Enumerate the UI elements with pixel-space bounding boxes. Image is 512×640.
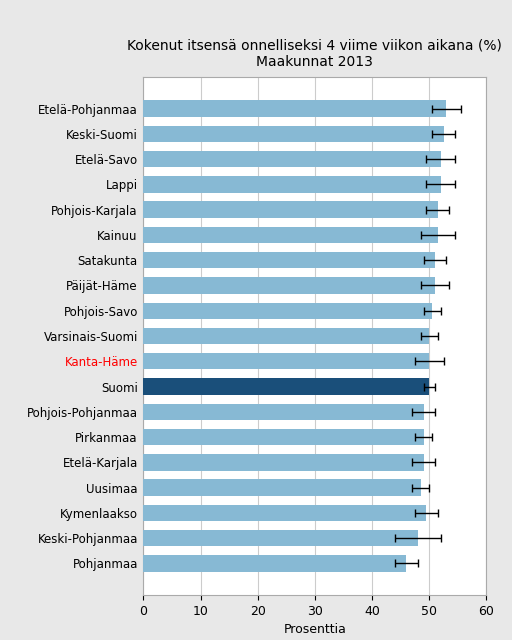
Bar xyxy=(143,429,423,445)
Bar xyxy=(143,303,432,319)
Bar xyxy=(143,454,423,470)
Bar xyxy=(143,227,438,243)
Bar xyxy=(143,100,446,116)
Bar xyxy=(143,479,421,496)
Bar xyxy=(143,378,429,395)
Bar xyxy=(143,277,435,294)
Title: Kokenut itsensä onnelliseksi 4 viime viikon aikana (%)
Maakunnat 2013: Kokenut itsensä onnelliseksi 4 viime vii… xyxy=(127,38,502,68)
Bar xyxy=(143,176,441,193)
X-axis label: Prosenttia: Prosenttia xyxy=(284,623,346,636)
Bar xyxy=(143,505,426,521)
Bar xyxy=(143,252,435,268)
Bar xyxy=(143,328,429,344)
Bar xyxy=(143,530,418,547)
Bar xyxy=(143,125,443,142)
Bar xyxy=(143,151,441,167)
Bar xyxy=(143,202,438,218)
Bar xyxy=(143,556,407,572)
Bar xyxy=(143,404,423,420)
Bar xyxy=(143,353,429,369)
